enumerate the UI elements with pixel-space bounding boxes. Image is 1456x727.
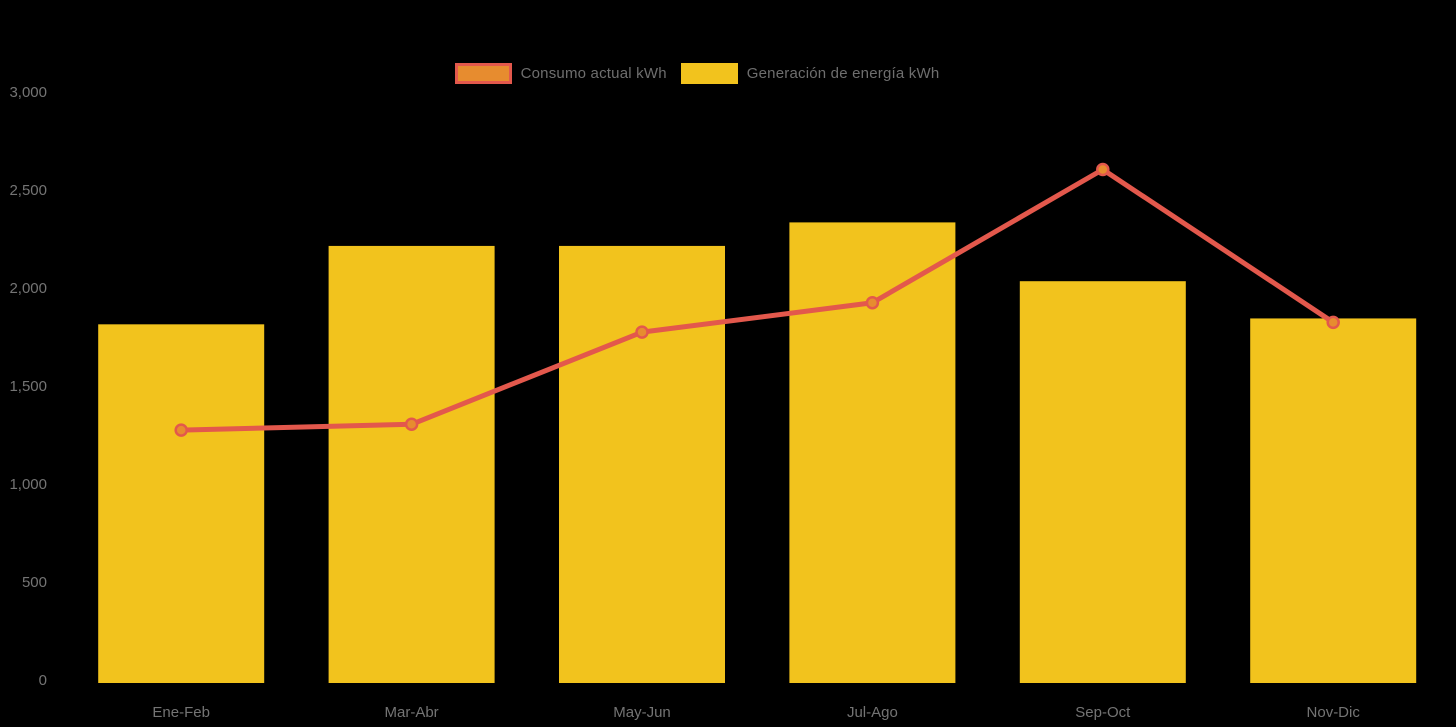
x-axis-label-may-jun: May-Jun bbox=[613, 704, 671, 721]
y-axis-tick-label: 2,000 bbox=[9, 280, 47, 297]
data-point-nov-dic[interactable] bbox=[1326, 315, 1340, 330]
x-axis-label-mar-abr: Mar-Abr bbox=[385, 704, 439, 721]
y-axis-tick-label: 3,000 bbox=[9, 84, 47, 101]
data-point-may-jun[interactable] bbox=[635, 325, 649, 339]
legend-label-generacion: Generación de energía kWh bbox=[746, 65, 940, 82]
legend-label-consumo: Consumo actual kWh bbox=[520, 65, 667, 82]
x-axis-label-nov-dic: Nov-Dic bbox=[1307, 704, 1361, 721]
data-point-jul-ago[interactable] bbox=[865, 296, 880, 310]
bar-nov-dic[interactable] bbox=[1250, 318, 1417, 683]
bar-may-jun[interactable] bbox=[559, 245, 725, 684]
x-axis-label-jul-ago: Jul-Ago bbox=[847, 704, 898, 721]
bar-jul-ago[interactable] bbox=[789, 222, 956, 683]
legend-item-generacion[interactable]: Generación de energía kWh bbox=[680, 63, 940, 84]
x-axis-label-ene-feb: Ene-Feb bbox=[152, 704, 210, 721]
y-axis-tick-label: 0 bbox=[39, 672, 47, 689]
bar-mar-abr[interactable] bbox=[328, 245, 495, 684]
y-axis-tick-label: 1,000 bbox=[9, 476, 47, 493]
generacion-color-chip-icon bbox=[680, 63, 738, 84]
bar-sep-oct[interactable] bbox=[1019, 281, 1186, 683]
data-point-ene-feb[interactable] bbox=[174, 423, 188, 437]
chart-legend: Consumo actual kWh Generación de energía… bbox=[0, 63, 1456, 84]
y-axis-tick-label: 500 bbox=[22, 574, 47, 591]
y-axis-tick-label: 2,500 bbox=[9, 182, 47, 199]
y-axis-tick-label: 1,500 bbox=[9, 378, 47, 395]
legend-item-consumo[interactable]: Consumo actual kWh bbox=[454, 63, 667, 84]
line-series-consumo bbox=[178, 166, 1336, 433]
x-axis-label-sep-oct: Sep-Oct bbox=[1075, 704, 1131, 721]
data-point-sep-oct[interactable] bbox=[1096, 162, 1110, 177]
bar-ene-feb[interactable] bbox=[98, 324, 265, 683]
data-point-mar-abr[interactable] bbox=[404, 417, 419, 432]
consumo-color-chip-icon bbox=[454, 63, 512, 84]
